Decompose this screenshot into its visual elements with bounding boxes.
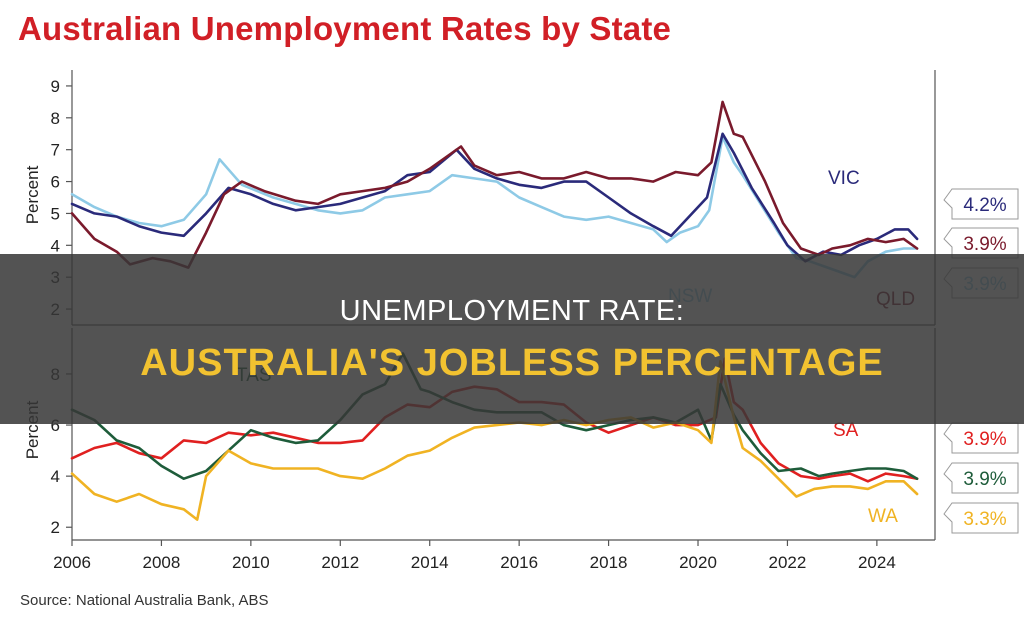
y-tick-label: 6 bbox=[51, 416, 60, 435]
source-note: Source: National Australia Bank, ABS bbox=[20, 592, 269, 609]
end-value-badge-wa bbox=[943, 502, 1019, 534]
overlay-banner bbox=[0, 254, 1024, 424]
end-value-label-vic: 4.2% bbox=[963, 195, 1006, 216]
banner-heading: UNEMPLOYMENT RATE: bbox=[339, 295, 685, 327]
y-tick-label: 8 bbox=[51, 109, 60, 128]
series-label-wa: WA bbox=[868, 506, 898, 527]
y-tick-label: 4 bbox=[51, 236, 60, 255]
y-tick-label: 4 bbox=[51, 467, 60, 486]
x-tick-label: 2010 bbox=[232, 553, 270, 572]
y-tick-label: 2 bbox=[51, 518, 60, 537]
x-tick-label: 2022 bbox=[769, 553, 807, 572]
end-value-badge-vic bbox=[943, 188, 1019, 220]
end-value-badge-tas bbox=[943, 462, 1019, 494]
y-tick-label: 5 bbox=[51, 204, 60, 223]
panel-bottom: 2468PercentSATASWA3.9%3.9%3.3%2006200820… bbox=[23, 328, 1019, 572]
series-line-qld bbox=[70, 100, 919, 269]
y-axis-label: Percent bbox=[23, 165, 42, 224]
x-tick-label: 2024 bbox=[858, 553, 896, 572]
y-tick-label: 6 bbox=[51, 173, 60, 192]
y-tick-label: 7 bbox=[51, 141, 60, 160]
series-label-sa: SA bbox=[833, 420, 859, 441]
series-line-vic bbox=[70, 132, 919, 263]
banner-subheading: AUSTRALIA'S JOBLESS PERCENTAGE bbox=[140, 342, 884, 384]
x-tick-label: 2006 bbox=[53, 553, 91, 572]
y-tick-label: 9 bbox=[51, 77, 60, 96]
x-tick-label: 2020 bbox=[679, 553, 717, 572]
end-value-label-wa: 3.3% bbox=[963, 509, 1006, 530]
x-tick-label: 2012 bbox=[321, 553, 359, 572]
x-tick-label: 2016 bbox=[500, 553, 538, 572]
end-value-label-tas: 3.9% bbox=[963, 469, 1006, 490]
x-tick-label: 2018 bbox=[590, 553, 628, 572]
end-value-label-qld: 3.9% bbox=[963, 234, 1006, 255]
chart-title: Australian Unemployment Rates by State bbox=[18, 10, 672, 47]
series-label-vic: VIC bbox=[828, 168, 860, 189]
x-tick-label: 2014 bbox=[411, 553, 449, 572]
x-tick-label: 2008 bbox=[143, 553, 181, 572]
end-value-label-sa: 3.9% bbox=[963, 429, 1006, 450]
